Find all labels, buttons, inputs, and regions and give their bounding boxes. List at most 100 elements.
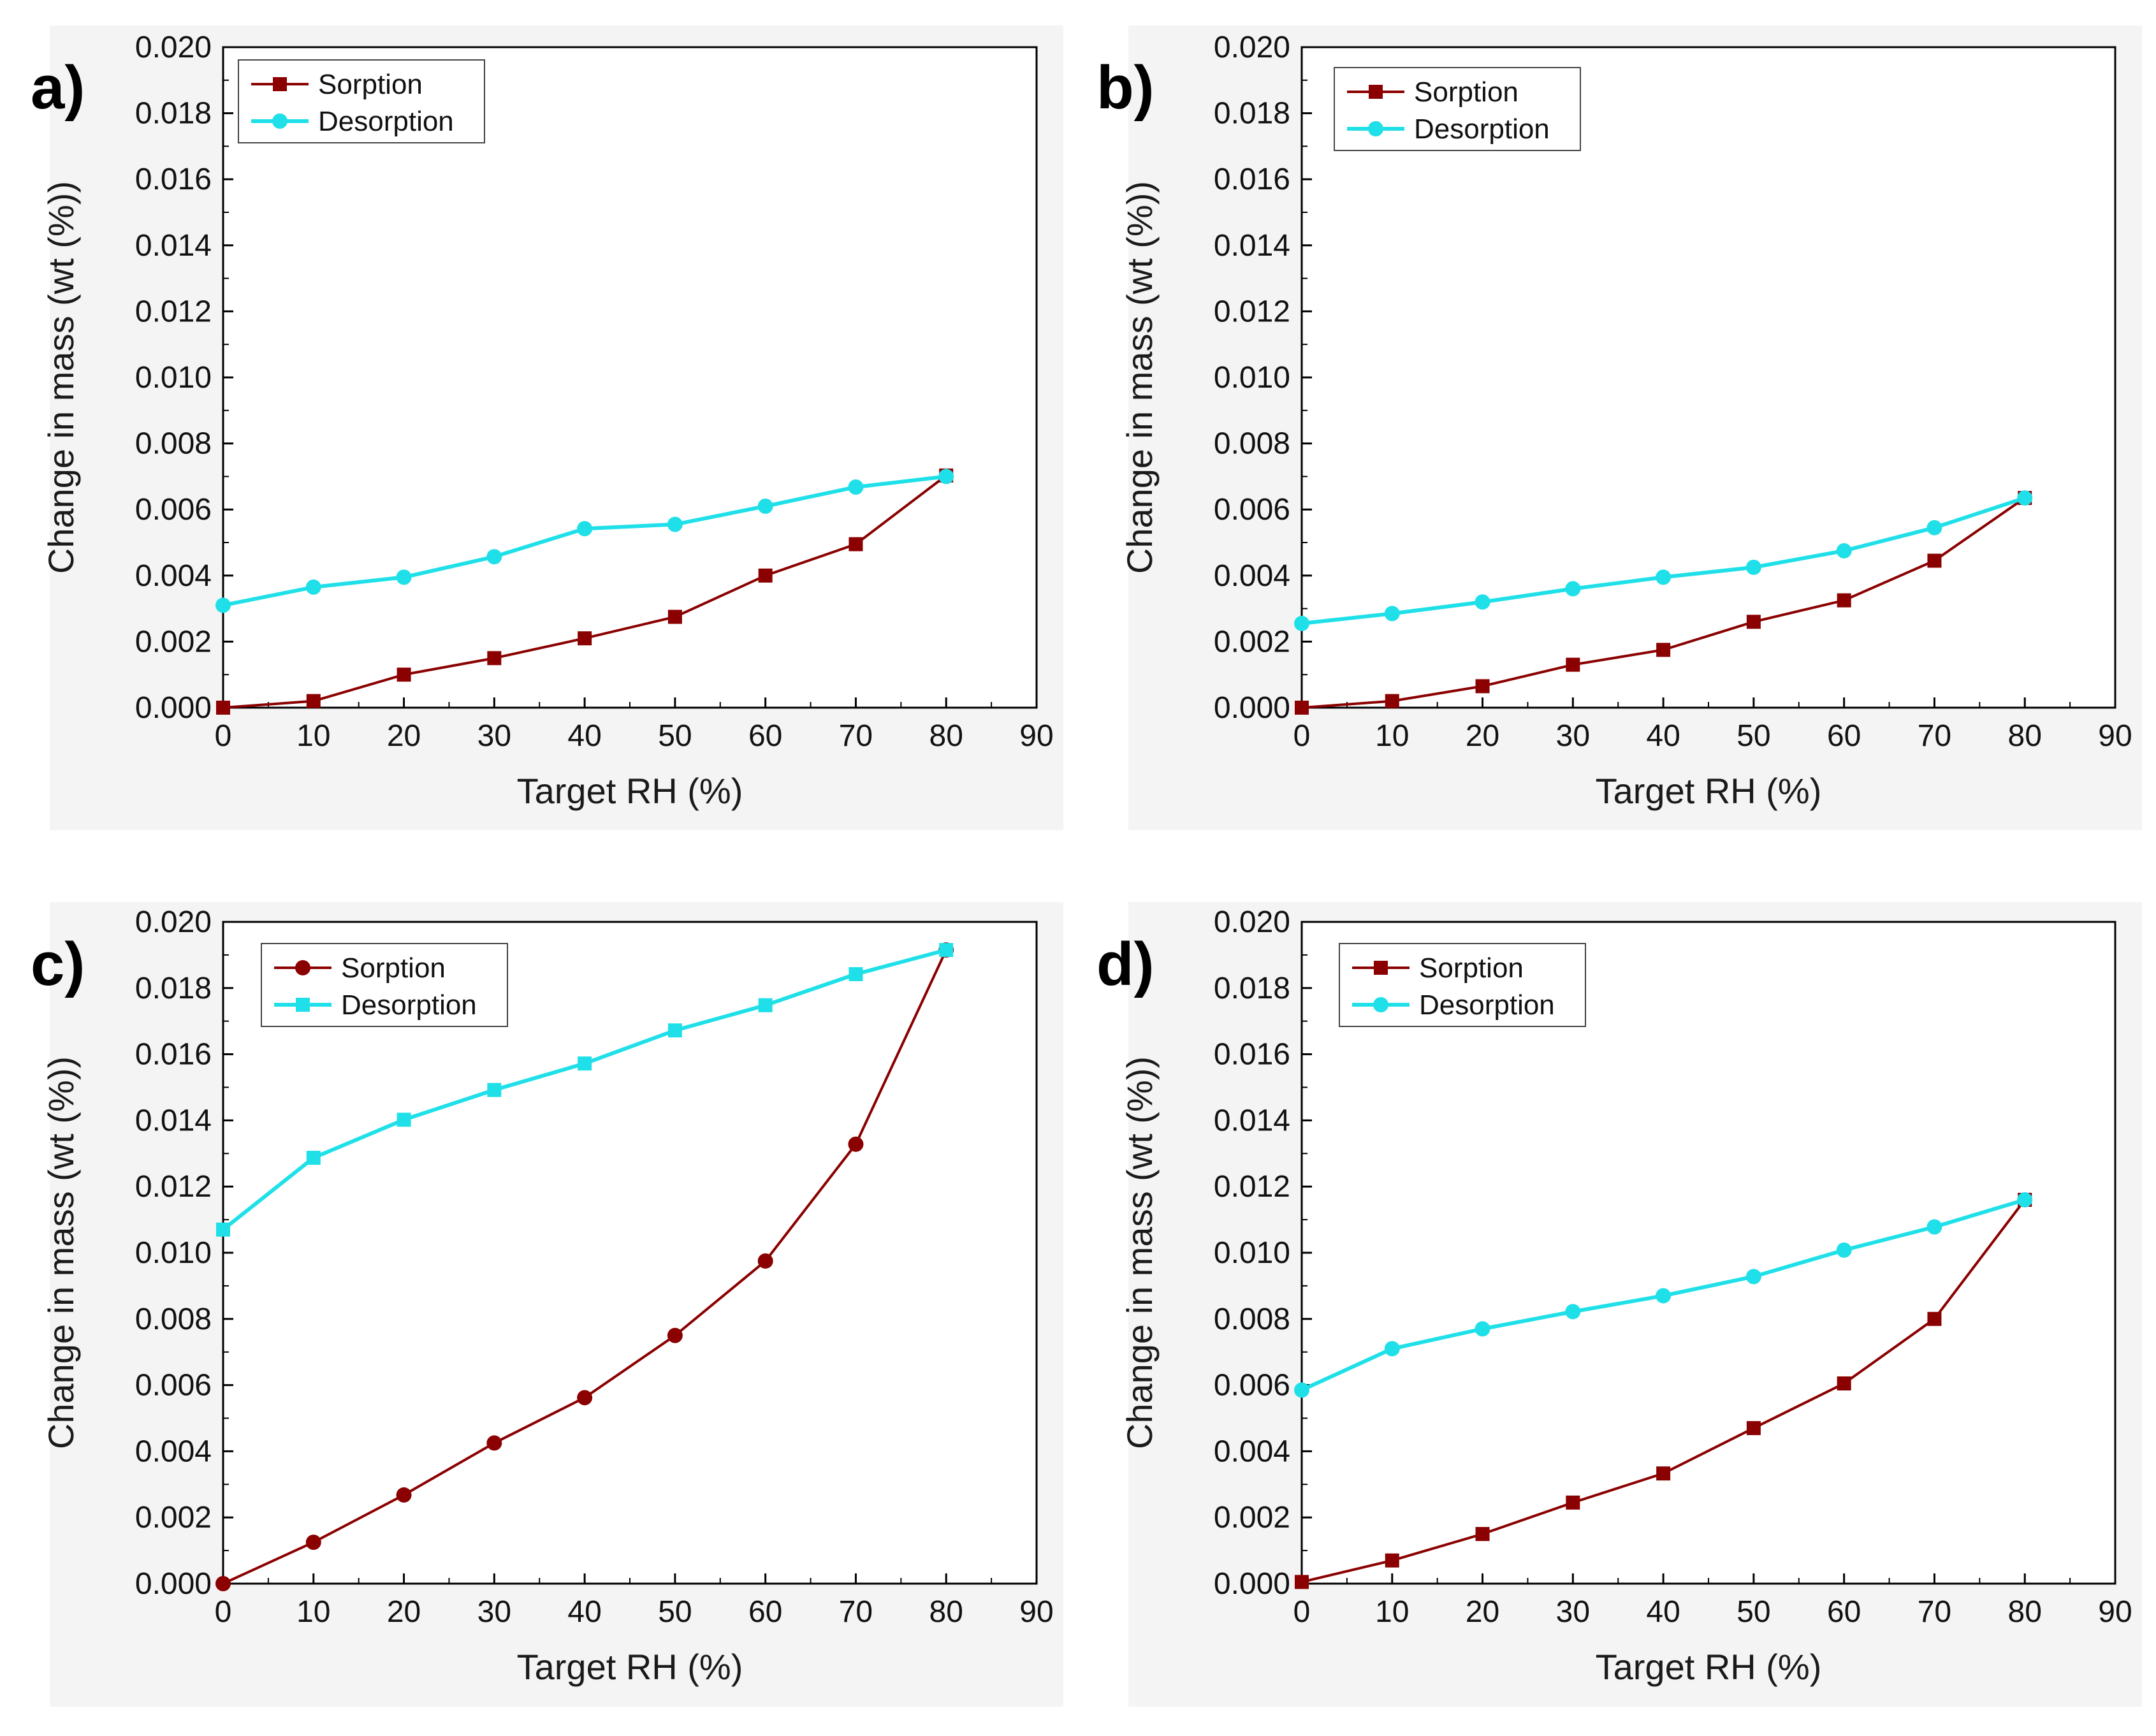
series-desorption [1294,1192,2033,1398]
y-tick-label: 0.000 [1214,1567,1290,1601]
legend-item-desorption: Desorption [1352,989,1555,1021]
x-tick-label: 10 [1375,719,1409,753]
data-point-3 [1566,657,1580,672]
legend-label: Desorption [1419,989,1555,1021]
y-tick-label: 0.000 [1214,691,1290,725]
y-tick-label: 0.014 [1214,1104,1290,1137]
legend: Sorption Desorption [1334,67,1581,151]
data-point-7 [1927,1311,1942,1326]
data-point-legend [1374,961,1388,975]
data-point-legend [1373,997,1388,1012]
x-tick-label: 90 [2098,719,2132,753]
x-tick-label: 60 [1827,719,1861,753]
x-tick-label: 0 [1293,1595,1311,1629]
legend-label: Desorption [318,106,454,137]
data-point-7 [848,479,864,495]
y-tick-label: 0.018 [1214,972,1290,1005]
y-tick-label: 0.006 [1214,493,1290,527]
y-tick-label: 0.006 [1214,1369,1290,1403]
data-point-3 [1566,1495,1580,1510]
data-point-1 [306,694,321,708]
legend-item-sorption: Sorption [1347,77,1519,108]
data-point-1 [305,579,321,595]
x-tick-label: 0 [1293,719,1311,753]
legend-item-desorption: Desorption [1347,113,1550,145]
series-desorption [216,943,954,1237]
data-point-5 [667,1327,683,1343]
x-tick-label: 90 [2098,1595,2132,1629]
legend: Sorption Desorption [238,59,485,143]
data-point-3 [486,1435,502,1451]
data-point-6 [1837,1376,1851,1391]
data-point-3 [487,1083,502,1097]
y-tick-label: 0.014 [135,1104,212,1137]
data-point-3 [1565,581,1581,597]
data-point-4 [1656,643,1671,657]
y-axis-title: Change in mass (wt (%)) [41,181,81,574]
data-point-7 [1927,1219,1942,1235]
data-point-6 [1836,1242,1852,1258]
y-tick-label: 0.014 [1214,229,1290,263]
x-tick-label: 10 [296,719,330,753]
data-point-2 [1475,1321,1490,1337]
y-tick-label: 0.002 [1214,1501,1290,1535]
data-point-2 [396,569,412,585]
x-tick-label: 90 [1019,1595,1053,1629]
legend-item-sorption: Sorption [274,952,446,984]
data-point-4 [577,1390,593,1406]
legend-item-sorption: Sorption [251,69,423,100]
data-point-6 [758,568,773,583]
x-tick-label: 20 [1466,1595,1499,1629]
chart-panel-d: 0.000 0.002 0.004 0.006 0.008 0.010 0.012 0.014… [1096,902,2142,1707]
y-tick-label: 0.020 [1214,905,1290,939]
data-point-5 [667,609,682,624]
data-point-4 [578,631,592,646]
x-axis-title: Target RH (%) [1596,771,1822,811]
legend-box [261,943,508,1027]
legend-box [1334,67,1581,151]
y-tick-label: 0.008 [135,427,212,461]
data-point-6 [758,998,773,1012]
x-tick-label: 40 [567,1595,601,1629]
series-sorption [216,468,954,715]
y-tick-label: 0.000 [135,691,212,725]
data-point-0 [1294,1382,1309,1398]
data-point-5 [1745,1269,1761,1285]
y-tick-label: 0.006 [135,493,212,527]
legend-label: Sorption [341,952,446,984]
x-tick-label: 30 [1556,719,1590,753]
data-point-5 [667,1023,682,1038]
y-tick-label: 0.008 [1214,1302,1290,1336]
data-point-0 [1295,701,1309,715]
data-point-7 [849,537,863,551]
data-point-2 [396,1487,412,1503]
data-point-0 [215,597,231,613]
plot-area [222,921,1038,1585]
data-point-3 [1565,1304,1581,1320]
legend-label: Desorption [341,989,477,1021]
series-desorption [1294,490,2033,631]
panel-label: a) [31,54,85,122]
x-tick-label: 60 [748,719,782,753]
y-tick-label: 0.008 [1214,427,1290,461]
legend: Sorption Desorption [1339,943,1586,1027]
y-tick-label: 0.016 [135,163,212,196]
data-point-legend [296,998,310,1012]
legend-item-sorption: Sorption [1352,952,1524,984]
y-tick-label: 0.014 [135,229,212,263]
chart-panel-c: 0.000 0.002 0.004 0.006 0.008 0.010 0.012 0.014… [31,902,1063,1707]
legend: Sorption Desorption [261,943,508,1027]
plot-area [1300,921,2116,1585]
data-point-1 [306,1151,321,1165]
data-point-0 [1294,615,1309,631]
data-point-7 [1927,553,1942,568]
data-point-8 [2017,490,2033,506]
plot-area [222,46,1038,709]
data-point-6 [1836,543,1852,558]
y-tick-label: 0.010 [135,361,212,395]
x-tick-label: 80 [929,719,963,753]
data-point-8 [939,943,954,958]
chart-panel-a: 0.000 0.002 0.004 0.006 0.008 0.010 0.012 0.014… [31,26,1063,830]
y-tick-label: 0.006 [135,1369,212,1403]
x-tick-label: 80 [2008,1595,2042,1629]
